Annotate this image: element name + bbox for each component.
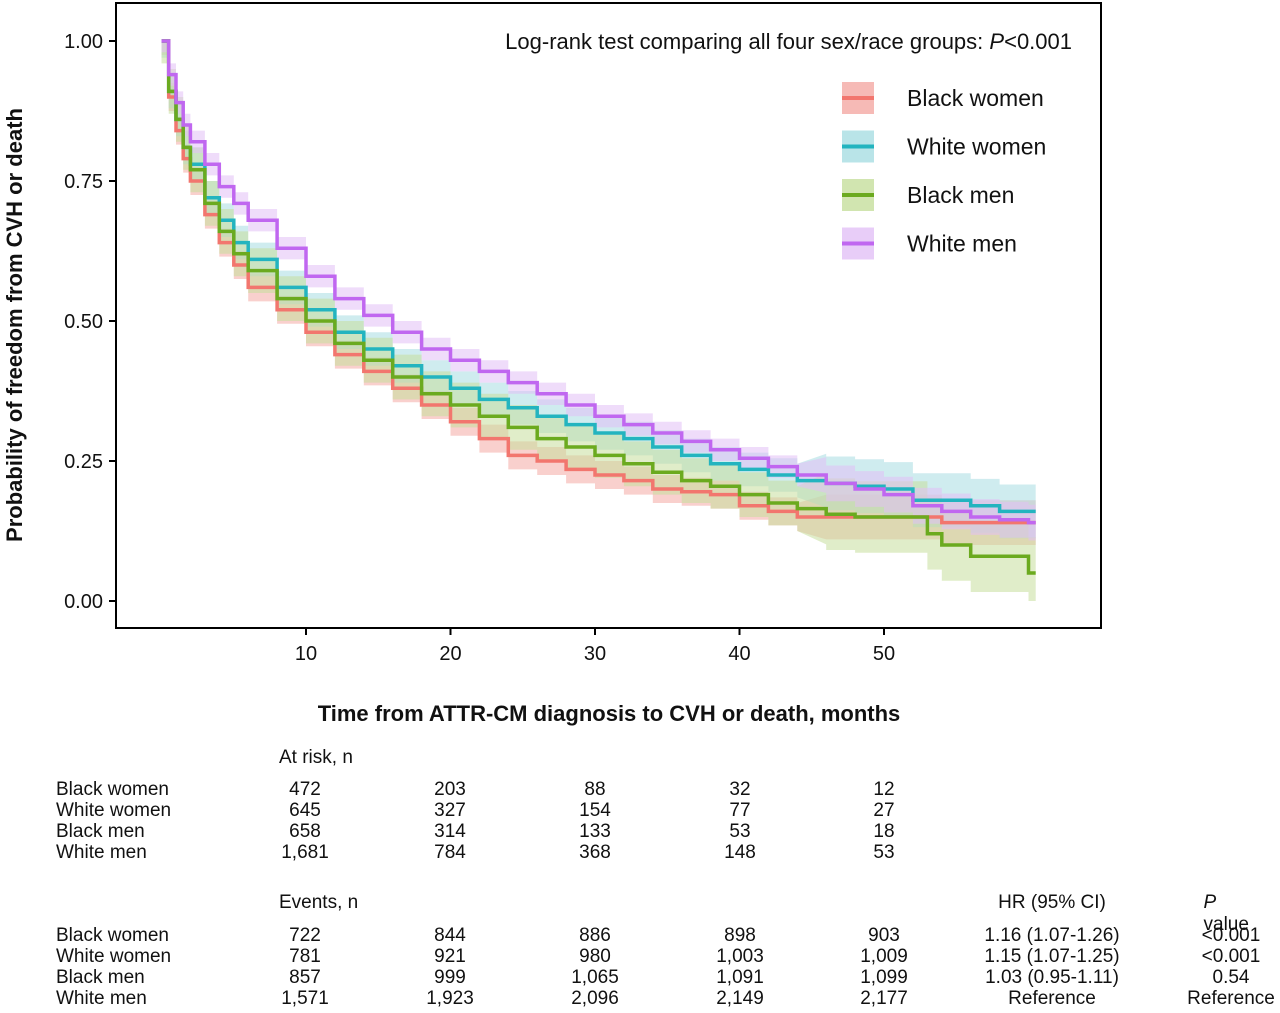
x-tick-label: 10 xyxy=(295,643,317,665)
at-risk-cell: 314 xyxy=(434,821,466,842)
at-risk-row-label: Black women xyxy=(56,779,169,800)
survival-chart: 1.00 0.75 0.50 0.25 0.00 10 20 30 40 50 Log-rank… xyxy=(2,2,1102,726)
events-cell: 886 xyxy=(579,925,611,946)
at-risk-cell: 1,681 xyxy=(281,842,329,863)
events-row-label: Black women xyxy=(56,925,169,946)
y-tick-label: 1.00 xyxy=(64,31,103,53)
survival-curve-2 xyxy=(161,39,1036,575)
annotation-prefix: Log-rank test comparing all four sex/rac… xyxy=(505,29,989,54)
p-rest: value xyxy=(1203,914,1249,935)
events-cell: 1,003 xyxy=(716,946,764,967)
annotation-value: <0.001 xyxy=(1004,29,1072,54)
at-risk-cell: 203 xyxy=(434,779,466,800)
at-risk-cell: 368 xyxy=(579,842,611,863)
at-risk-cell: 12 xyxy=(873,779,895,800)
at-risk-cell: 77 xyxy=(729,800,751,821)
at-risk-row-label: Black men xyxy=(56,821,145,842)
y-tick-label: 0.00 xyxy=(64,591,103,613)
at-risk-cell: 327 xyxy=(434,800,466,821)
y-axis-label: Probability of freedom from CVH or death xyxy=(2,108,27,542)
legend-label: White women xyxy=(907,134,1046,160)
x-axis-label: Time from ATTR-CM diagnosis to CVH or de… xyxy=(318,701,901,726)
p-value-cell: <0.001 xyxy=(1201,946,1261,967)
x-tick-label: 30 xyxy=(584,643,606,665)
events-row-label: White men xyxy=(56,988,147,1009)
at-risk-cell: 148 xyxy=(724,842,756,863)
legend-label: White men xyxy=(907,231,1017,257)
at-risk-cell: 32 xyxy=(729,779,751,800)
events-header: Events, n xyxy=(279,892,359,913)
x-tick-label: 40 xyxy=(728,643,750,665)
at-risk-cell: 133 xyxy=(579,821,611,842)
p-value-cell: 0.54 xyxy=(1212,967,1250,988)
y-tick-label: 0.25 xyxy=(64,451,103,473)
events-cell: 2,149 xyxy=(716,988,764,1009)
survival-curves xyxy=(161,39,1036,575)
events-cell: 857 xyxy=(289,967,321,988)
x-tick-label: 50 xyxy=(873,643,895,665)
events-cell: 903 xyxy=(868,925,900,946)
events-cell: 1,009 xyxy=(860,946,908,967)
at-risk-header: At risk, n xyxy=(279,747,353,768)
at-risk-cell: 658 xyxy=(289,821,321,842)
events-cell: 898 xyxy=(724,925,756,946)
events-row-label: Black men xyxy=(56,967,145,988)
p-value-cell: Reference xyxy=(1187,988,1275,1009)
events-cell: 1,923 xyxy=(426,988,474,1009)
events-cell: 1,065 xyxy=(571,967,619,988)
hr-cell: 1.15 (1.07-1.25) xyxy=(984,946,1120,967)
legend-label: Black men xyxy=(907,182,1014,208)
at-risk-cell: 18 xyxy=(873,821,895,842)
events-cell: 781 xyxy=(289,946,321,967)
at-risk-cell: 784 xyxy=(434,842,466,863)
events-cell: 1,099 xyxy=(860,967,908,988)
y-axis: 1.00 0.75 0.50 0.25 0.00 xyxy=(64,31,116,613)
at-risk-cell: 27 xyxy=(873,800,895,821)
events-cell: 921 xyxy=(434,946,466,967)
hr-cell: 1.16 (1.07-1.26) xyxy=(984,925,1120,946)
events-cell: 844 xyxy=(434,925,466,946)
events-cell: 2,096 xyxy=(571,988,619,1009)
p-italic: P xyxy=(1203,892,1217,913)
p-value-header: P value xyxy=(1204,892,1255,936)
events-cell: 999 xyxy=(434,967,466,988)
events-cell: 980 xyxy=(579,946,611,967)
y-tick-label: 0.50 xyxy=(64,311,103,333)
at-risk-cell: 645 xyxy=(289,800,321,821)
hr-cell: 1.03 (0.95-1.11) xyxy=(985,967,1119,988)
at-risk-cell: 472 xyxy=(289,779,321,800)
at-risk-cell: 53 xyxy=(729,821,751,842)
events-cell: 1,571 xyxy=(281,988,329,1009)
annotation-p: P xyxy=(989,29,1004,54)
legend-label: Black women xyxy=(907,85,1044,111)
x-tick-label: 20 xyxy=(439,643,461,665)
p-value-cell: <0.001 xyxy=(1201,925,1261,946)
events-cell: 722 xyxy=(289,925,321,946)
at-risk-cell: 88 xyxy=(584,779,606,800)
at-risk-cell: 154 xyxy=(579,800,611,821)
survival-curve-3 xyxy=(161,39,1036,525)
at-risk-cell: 53 xyxy=(873,842,895,863)
events-cell: 2,177 xyxy=(860,988,908,1009)
log-rank-annotation: Log-rank test comparing all four sex/rac… xyxy=(505,29,1072,54)
at-risk-row-label: White women xyxy=(56,800,172,821)
survival-curve-0 xyxy=(161,39,1036,525)
events-row-label: White women xyxy=(56,946,172,967)
at-risk-row-label: White men xyxy=(56,842,147,863)
y-tick-label: 0.75 xyxy=(64,171,103,193)
hr-header: HR (95% CI) xyxy=(998,892,1106,913)
x-axis: 10 20 30 40 50 xyxy=(295,628,895,665)
hr-cell: Reference xyxy=(1008,988,1096,1009)
events-cell: 1,091 xyxy=(716,967,764,988)
legend: Black women White women Black men White men xyxy=(842,82,1046,260)
